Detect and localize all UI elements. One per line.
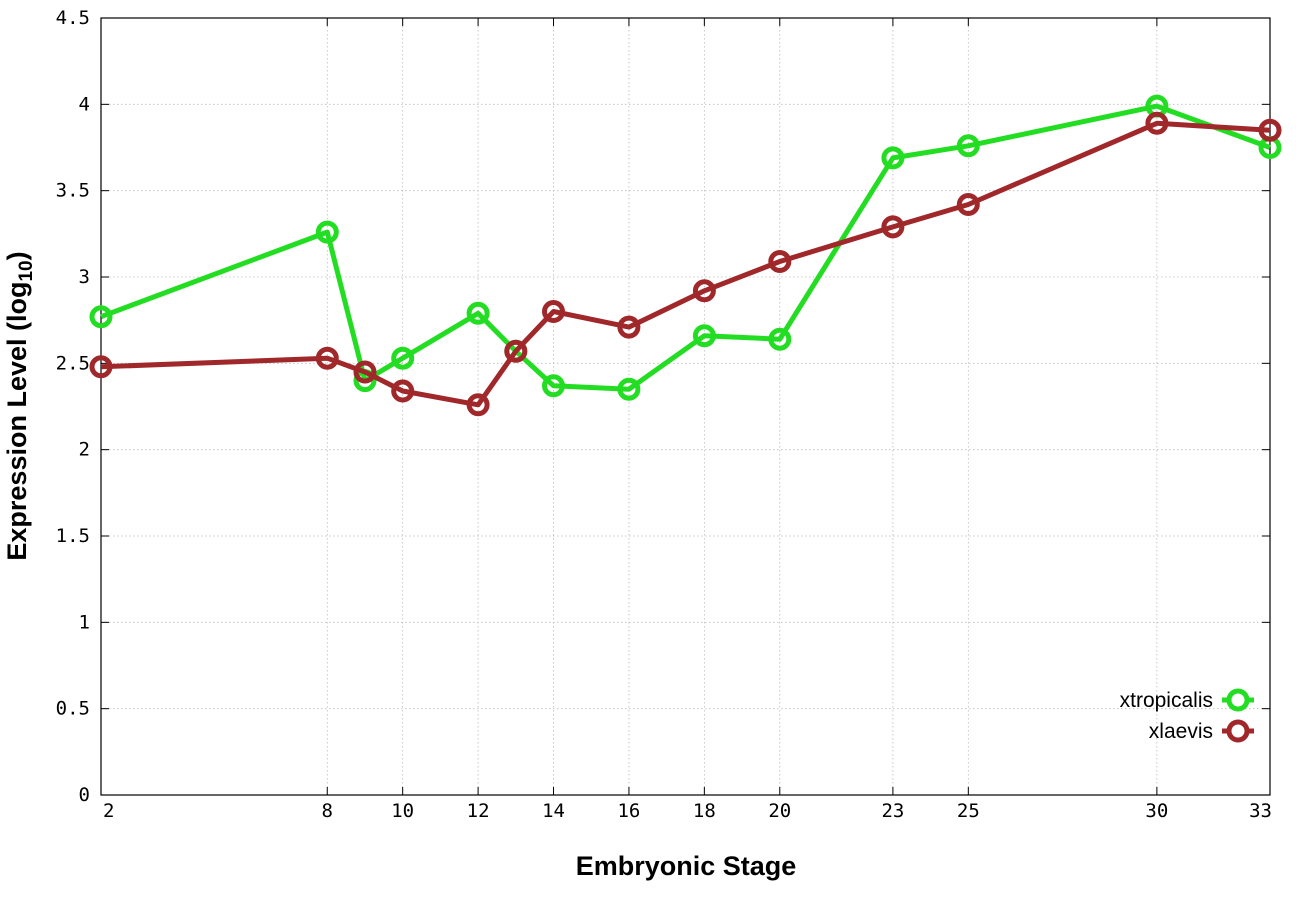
data-point-xlaevis	[692, 279, 716, 303]
y-tick-label: 1	[79, 611, 90, 633]
legend-marker-xlaevis	[1226, 719, 1250, 743]
legend-marker-xtropicalis	[1226, 688, 1250, 712]
data-point-xlaevis	[768, 250, 792, 273]
data-point-xlaevis	[391, 379, 415, 403]
data-point-xtropicalis	[542, 374, 565, 398]
x-axis: 2 8 10 12 14 16 18 20 23 25 30 33	[100, 18, 1272, 822]
data-point-xlaevis	[617, 315, 641, 339]
series-line-xlaevis	[100, 120, 1271, 408]
x-tick-label: 18	[693, 800, 716, 822]
x-tick-label: 14	[542, 800, 565, 822]
y-tick-label: 4.5	[56, 7, 90, 29]
y-tick-label: 1.5	[56, 525, 90, 547]
legend-label-xlaevis: xlaevis	[1149, 720, 1213, 743]
data-point-xlaevis	[315, 346, 339, 370]
legend-label-xtropicalis: xtropicalis	[1120, 689, 1213, 712]
plot-frame	[100, 17, 1271, 796]
data-point-xtropicalis	[466, 301, 490, 325]
data-point-xlaevis	[1258, 118, 1282, 142]
x-tick-label: 30	[1145, 800, 1168, 822]
data-point-xlaevis	[542, 300, 565, 323]
data-point-xlaevis	[956, 193, 980, 216]
y-axis-title-subscript: 10	[16, 260, 37, 281]
data-point-xtropicalis	[89, 305, 113, 329]
data-point-xlaevis	[504, 339, 528, 363]
data-point-xlaevis	[353, 360, 377, 384]
data-point-xlaevis	[466, 393, 490, 417]
data-point-xtropicalis	[315, 220, 339, 244]
data-point-xtropicalis	[768, 327, 792, 351]
y-axis-title-main: Expression Level (log	[2, 282, 32, 561]
x-tick-label: 20	[768, 800, 791, 822]
series-layer	[89, 94, 1282, 417]
y-tick-label: 0.5	[56, 698, 90, 720]
x-tick-label: 8	[322, 800, 333, 822]
data-point-xlaevis	[881, 215, 905, 239]
x-tick-label: 2	[103, 800, 114, 822]
y-axis-title: Expression Level (log10)	[2, 251, 37, 560]
data-point-xtropicalis	[881, 146, 905, 170]
x-axis-title: Embryonic Stage	[576, 851, 797, 881]
y-axis: 0 0.5 1 1.5 2 2.5 3 3.5 4 4.5	[56, 7, 1270, 806]
x-tick-label: 25	[957, 800, 980, 822]
data-point-xlaevis	[89, 355, 113, 379]
y-tick-label: 3.5	[56, 180, 90, 202]
x-tick-label: 12	[467, 800, 490, 822]
data-point-xtropicalis	[617, 377, 641, 401]
x-tick-label: 23	[881, 800, 904, 822]
legend: xtropicalis xlaevis	[1120, 688, 1254, 743]
data-point-xtropicalis	[692, 324, 716, 348]
data-point-xlaevis	[1145, 111, 1169, 135]
y-tick-label: 3	[79, 266, 90, 288]
y-axis-title-close: )	[2, 251, 32, 260]
y-tick-label: 0	[79, 784, 90, 806]
y-tick-label: 4	[79, 93, 90, 115]
data-point-xtropicalis	[956, 134, 980, 158]
y-tick-label: 2.5	[56, 352, 90, 374]
y-tick-label: 2	[79, 439, 90, 461]
data-point-xtropicalis	[391, 346, 415, 370]
grid-lines	[101, 18, 1270, 795]
x-tick-label: 10	[391, 800, 414, 822]
x-tick-label: 33	[1249, 800, 1272, 822]
x-tick-label: 16	[617, 800, 640, 822]
